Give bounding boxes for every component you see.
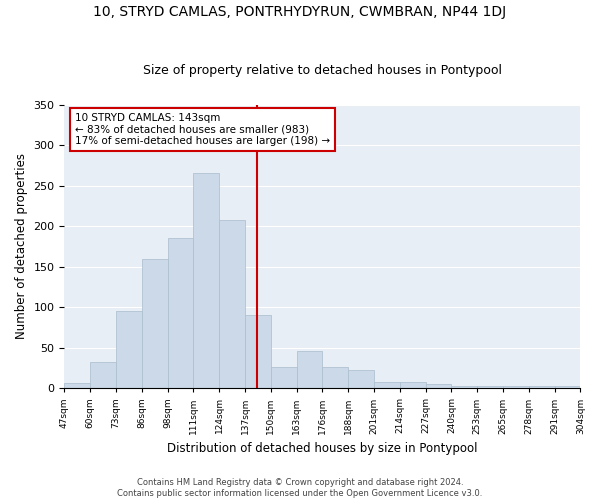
Y-axis label: Number of detached properties: Number of detached properties — [15, 154, 28, 340]
Bar — [193, 174, 219, 388]
Title: Size of property relative to detached houses in Pontypool: Size of property relative to detached ho… — [143, 64, 502, 77]
Bar — [142, 258, 167, 388]
Bar — [245, 316, 271, 388]
Bar — [529, 386, 554, 388]
Bar — [451, 386, 477, 388]
Bar — [90, 362, 116, 388]
Bar — [348, 370, 374, 388]
Bar — [425, 384, 451, 388]
Bar — [554, 386, 580, 388]
Bar — [167, 238, 193, 388]
Bar — [374, 382, 400, 388]
Bar — [271, 367, 296, 388]
Bar — [400, 382, 425, 388]
Bar — [477, 386, 503, 388]
Bar — [219, 220, 245, 388]
Text: Contains HM Land Registry data © Crown copyright and database right 2024.
Contai: Contains HM Land Registry data © Crown c… — [118, 478, 482, 498]
Bar — [322, 367, 348, 388]
X-axis label: Distribution of detached houses by size in Pontypool: Distribution of detached houses by size … — [167, 442, 478, 455]
Bar — [296, 351, 322, 389]
Bar — [116, 312, 142, 388]
Bar — [64, 384, 90, 388]
Text: 10, STRYD CAMLAS, PONTRHYDYRUN, CWMBRAN, NP44 1DJ: 10, STRYD CAMLAS, PONTRHYDYRUN, CWMBRAN,… — [94, 5, 506, 19]
Bar — [503, 386, 529, 388]
Text: 10 STRYD CAMLAS: 143sqm
← 83% of detached houses are smaller (983)
17% of semi-d: 10 STRYD CAMLAS: 143sqm ← 83% of detache… — [75, 113, 330, 146]
